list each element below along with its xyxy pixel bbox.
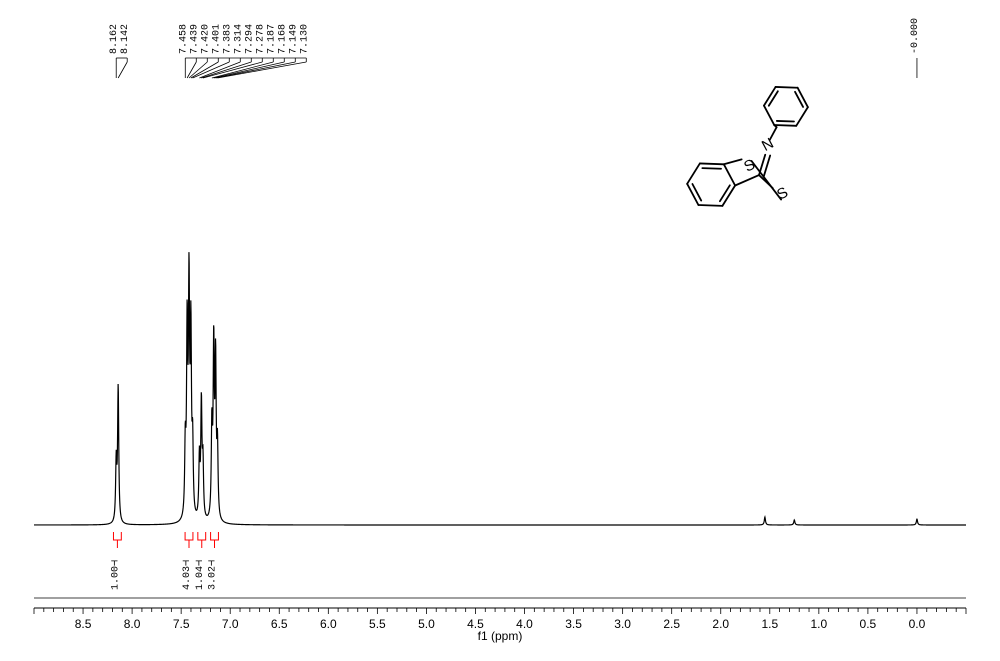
peak-ppm-label: 8.142 bbox=[120, 24, 131, 54]
peak-ppm-label: 7.420 bbox=[200, 24, 211, 54]
integral-annotations: 1.00⊣ 4.03⊣1.04⊣3.02⊣ bbox=[110, 532, 218, 590]
peak-ppm-label: 7.187 bbox=[266, 24, 277, 54]
x-tick-label: 0.0 bbox=[909, 617, 926, 631]
atom-s1-label: S bbox=[774, 184, 791, 204]
nmr-figure: 8.1628.142 7.4587.4397.4207.4017.3837.314… bbox=[0, 0, 1000, 661]
integral-value: 3.02⊣ bbox=[208, 560, 219, 590]
x-tick-label: 2.0 bbox=[712, 617, 729, 631]
integral-bracket bbox=[211, 532, 219, 540]
peak-ppm-label: 7.168 bbox=[277, 24, 288, 54]
molecular-structure: SSN bbox=[666, 78, 842, 239]
peak-ppm-label: 7.401 bbox=[211, 24, 222, 54]
x-tick-label: 5.0 bbox=[418, 617, 435, 631]
x-tick-label: 6.5 bbox=[271, 617, 288, 631]
peak-ppm-label: 8.162 bbox=[109, 24, 120, 54]
x-tick-label: 3.0 bbox=[614, 617, 631, 631]
x-tick-label: 8.0 bbox=[124, 617, 141, 631]
peak-ppm-label: 7.458 bbox=[178, 24, 189, 54]
peak-ppm-label: 7.314 bbox=[233, 24, 244, 54]
integral-bracket bbox=[198, 532, 206, 540]
peak-ppm-label: 7.439 bbox=[189, 24, 200, 54]
peak-ppm-label: 7.130 bbox=[299, 24, 310, 54]
x-tick-label: 7.0 bbox=[222, 617, 239, 631]
integral-bracket bbox=[185, 532, 193, 540]
integral-value: 1.00⊣ bbox=[110, 560, 121, 590]
integral-bracket bbox=[113, 532, 121, 540]
nmr-svg: 8.1628.142 7.4587.4397.4207.4017.3837.314… bbox=[0, 0, 1000, 661]
x-tick-label: 0.5 bbox=[860, 617, 877, 631]
x-axis: 8.58.07.57.06.56.05.55.04.54.03.53.02.52… bbox=[34, 598, 966, 643]
peak-labels: 8.1628.142 7.4587.4397.4207.4017.3837.314… bbox=[109, 24, 310, 78]
x-tick-label: 1.5 bbox=[761, 617, 778, 631]
x-tick-label: 2.5 bbox=[663, 617, 680, 631]
x-tick-label: 7.5 bbox=[173, 617, 190, 631]
x-tick-label: 5.5 bbox=[369, 617, 386, 631]
peak-ppm-label: 7.294 bbox=[244, 24, 255, 54]
peak-ppm-label: 7.149 bbox=[288, 24, 299, 54]
integral-value: 4.03⊣ bbox=[182, 560, 193, 590]
x-tick-label: 1.0 bbox=[810, 617, 827, 631]
peak-ppm-label: 7.278 bbox=[255, 24, 266, 54]
tms-peak-label: -0.000 bbox=[910, 18, 921, 78]
tms-ppm-label: -0.000 bbox=[910, 18, 921, 54]
x-tick-label: 8.5 bbox=[75, 617, 92, 631]
x-tick-label: 6.0 bbox=[320, 617, 337, 631]
integral-value: 1.04⊣ bbox=[195, 560, 206, 590]
peak-ppm-label: 7.383 bbox=[222, 24, 233, 54]
atom-n-label: N bbox=[759, 135, 777, 155]
spectrum-trace bbox=[34, 252, 966, 525]
x-axis-title: f1 (ppm) bbox=[478, 629, 523, 643]
x-tick-label: 3.5 bbox=[565, 617, 582, 631]
